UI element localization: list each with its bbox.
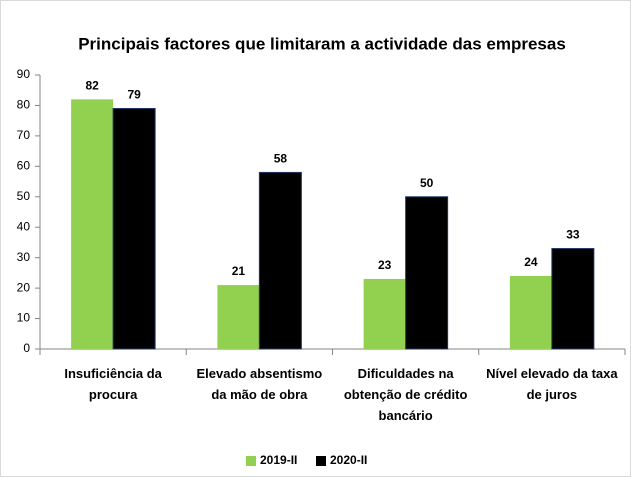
x-tick-label: Insuficiência da procura [64, 366, 162, 402]
bar [258, 171, 302, 350]
y-tick-label: 60 [17, 159, 31, 173]
y-tick-label: 90 [17, 67, 31, 81]
x-tick-label-line: Elevado absentismo [197, 366, 323, 381]
x-tick-label-line: bancário [379, 408, 433, 423]
bar [551, 248, 595, 350]
x-tick-label-line: de juros [527, 387, 578, 402]
x-tick-label: Dificuldades na obtenção de crédito bancár… [344, 366, 468, 423]
value-label: 79 [127, 88, 141, 102]
value-label: 23 [378, 258, 392, 272]
bar [363, 278, 406, 349]
x-tick-label-line: Dificuldades na [358, 366, 455, 381]
y-tick-label: 70 [17, 128, 31, 142]
bar [509, 275, 552, 349]
x-tick-label-line: Insuficiência da [64, 366, 162, 381]
chart-title: Principais factores que limitaram a acti… [78, 34, 566, 53]
y-tick-label: 80 [17, 98, 31, 112]
y-tick-label: 40 [17, 219, 31, 233]
value-label: 58 [274, 152, 288, 166]
x-tick-label: Elevado absentismo da mão de obra [197, 366, 323, 402]
y-tick-label: 50 [17, 189, 31, 203]
legend-label: 2019-II [260, 453, 297, 467]
legend-swatch [246, 456, 256, 466]
value-label: 24 [524, 255, 538, 269]
bar [217, 285, 260, 349]
y-tick-label: 10 [17, 311, 31, 325]
x-tick-label-line: procura [89, 387, 138, 402]
y-tick-label: 30 [17, 250, 31, 264]
legend-swatch [316, 456, 326, 466]
x-tick-label: Nível elevado da taxa de juros [486, 366, 618, 402]
y-tick-label: 20 [17, 280, 31, 294]
bar [71, 99, 114, 349]
x-tick-label-line: da mão de obra [211, 387, 308, 402]
x-tick-label-line: obtenção de crédito [344, 387, 468, 402]
y-tick-label: 0 [23, 341, 30, 355]
value-label: 50 [420, 176, 434, 190]
legend-label: 2020-II [330, 453, 367, 467]
value-label: 21 [232, 264, 246, 278]
x-tick-label-line: Nível elevado da taxa [486, 366, 618, 381]
value-label: 82 [85, 79, 99, 93]
value-label: 33 [566, 228, 580, 242]
bar [405, 196, 449, 350]
bar [112, 107, 156, 350]
